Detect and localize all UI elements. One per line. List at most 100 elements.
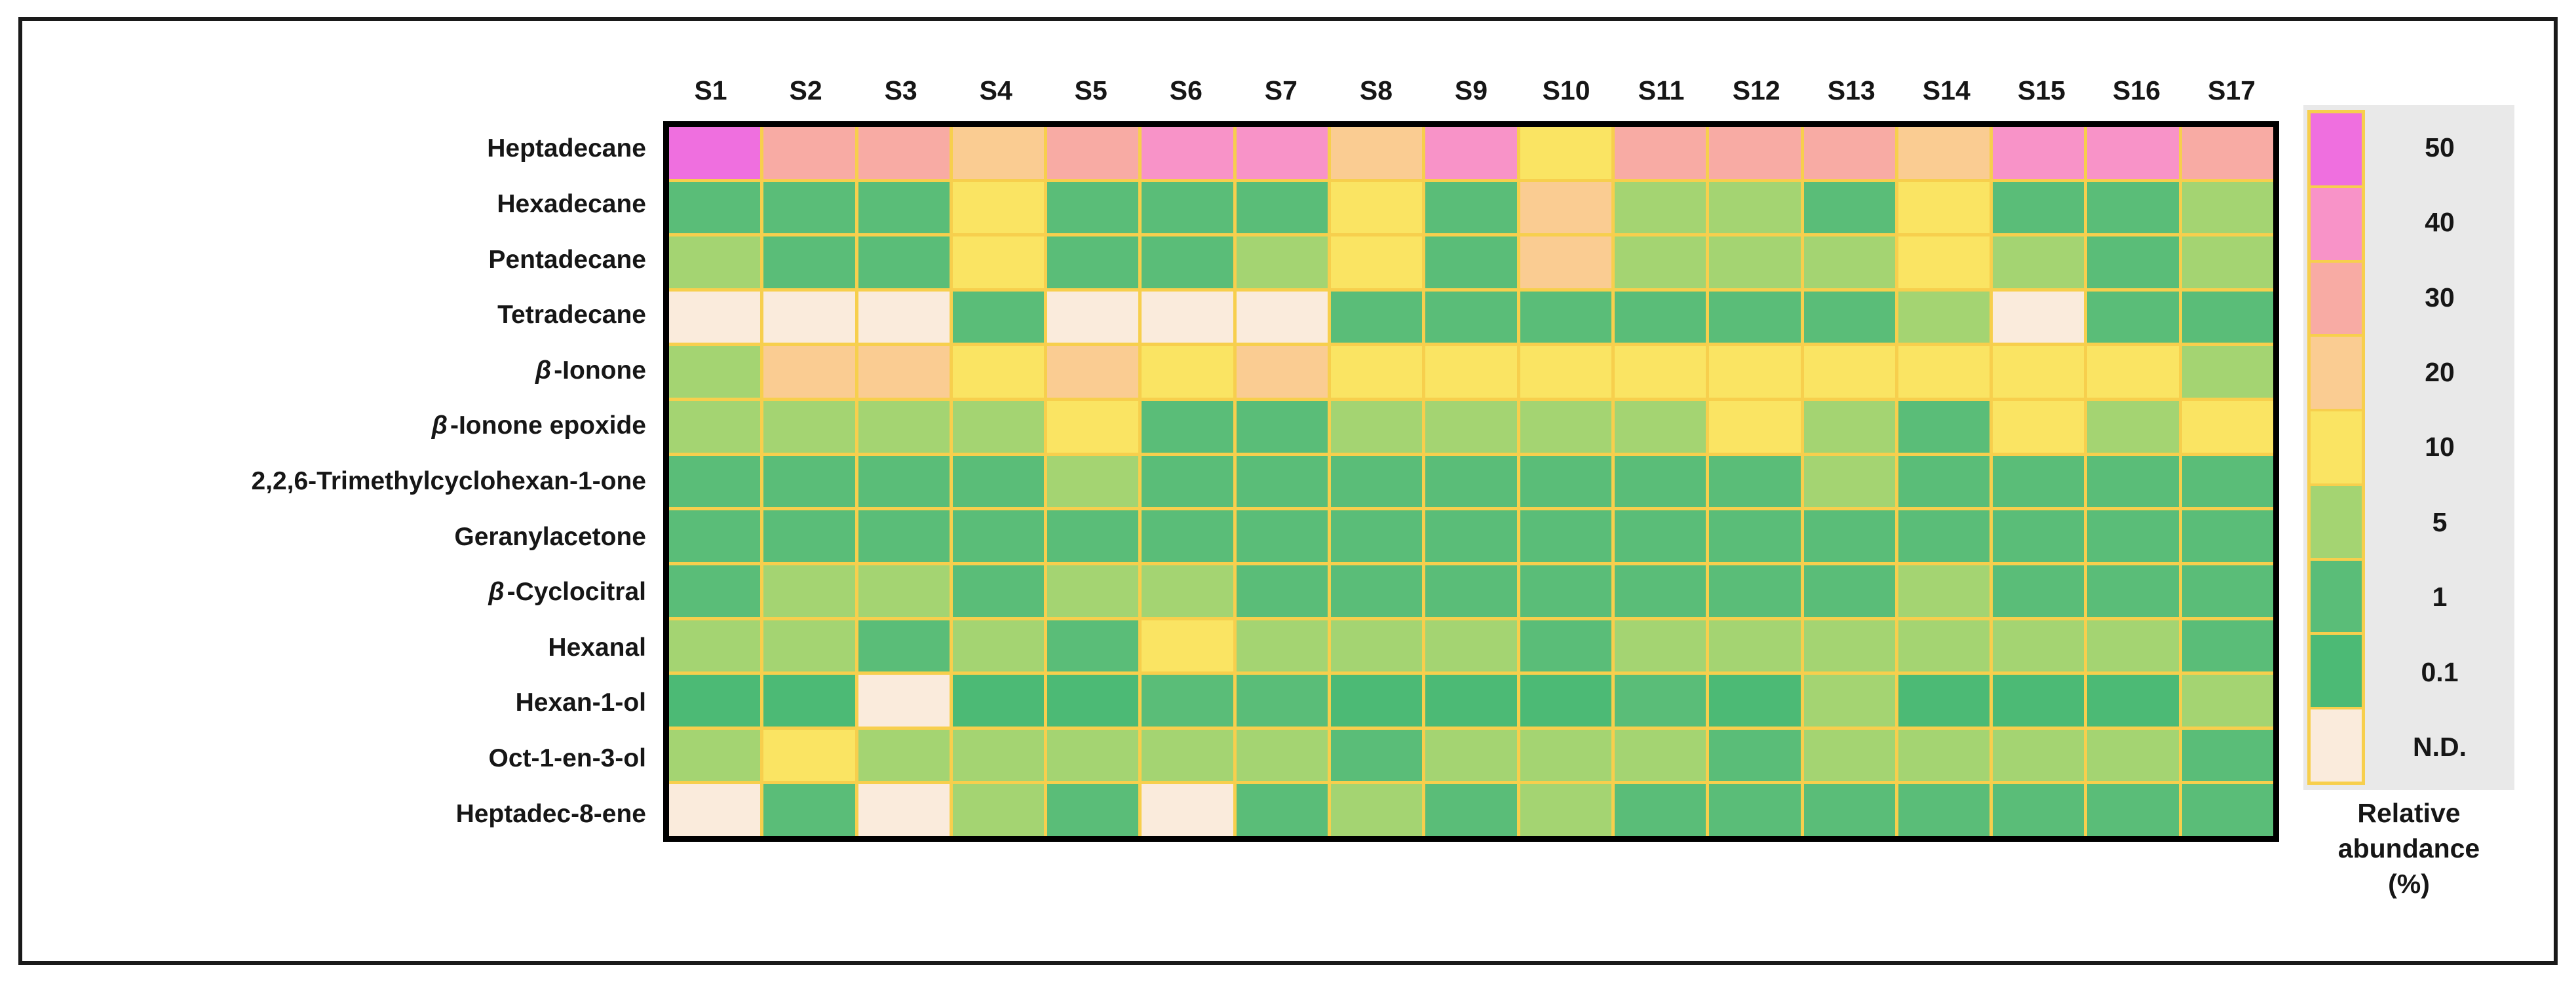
legend-label: 0.1	[2421, 656, 2459, 687]
heatmap-cell	[2182, 401, 2273, 453]
row-labels: Heptadecane Hexadecane Pentadecane Tetradec…	[39, 121, 655, 842]
heatmap-cell	[952, 181, 1045, 234]
heatmap-cell	[1047, 346, 1139, 398]
heatmap-cell	[669, 675, 761, 727]
heatmap-cell	[763, 565, 855, 617]
column-label: S6	[1169, 75, 1202, 105]
heatmap-cell	[1425, 236, 1517, 288]
heatmap-cell	[1236, 784, 1328, 836]
column-label: S7	[1264, 75, 1298, 105]
legend-label: N.D.	[2413, 732, 2467, 763]
heatmap-cell	[1993, 455, 2085, 508]
row-label: Heptadecane	[487, 134, 646, 163]
heatmap-cell	[952, 565, 1045, 617]
heatmap-cell	[1803, 236, 1895, 288]
column-label: S17	[2207, 75, 2256, 105]
heatmap-cell	[2087, 127, 2179, 179]
heatmap-cell	[1520, 455, 1611, 508]
heatmap-cell	[2182, 510, 2273, 562]
heatmap-cell	[1709, 455, 1801, 508]
heatmap-cell	[1709, 401, 1801, 453]
legend-title: Relative abundance (%)	[2337, 798, 2480, 899]
heatmap-cell	[1520, 784, 1611, 836]
heatmap-cell	[1614, 565, 1706, 617]
column-label: S9	[1454, 75, 1488, 105]
heatmap-cell	[1993, 236, 2085, 288]
heatmap-cell	[858, 127, 950, 179]
heatmap-cell	[1614, 675, 1706, 727]
column-label: S3	[884, 75, 917, 105]
heatmap-cell	[763, 181, 855, 234]
heatmap-cell	[2087, 401, 2179, 453]
row-label: Oct-1-en-3-ol	[488, 744, 646, 773]
heatmap-cell	[1614, 784, 1706, 836]
heatmap-cell	[2182, 236, 2273, 288]
heatmap-cell	[669, 784, 761, 836]
legend-label: 5	[2432, 506, 2448, 537]
column-label: S15	[2017, 75, 2066, 105]
legend-swatch	[2311, 337, 2362, 409]
heatmap-cell	[1898, 510, 1990, 562]
column-label: S8	[1359, 75, 1393, 105]
row-label: Pentadecane	[488, 245, 646, 274]
heatmap-cell	[858, 401, 950, 453]
heatmap-cell	[1993, 181, 2085, 234]
heatmap-cell	[1236, 127, 1328, 179]
column-labels: S1 S2 S3 S4 S5 S6 S7 S8 S9 S10 S11 S12 S13 S14 S15 S16 S…	[663, 63, 2279, 110]
heatmap-cell	[1047, 675, 1139, 727]
heatmap-cell	[1142, 346, 1233, 398]
heatmap-cell	[1331, 510, 1423, 562]
legend-swatch-column	[2307, 110, 2365, 785]
heatmap-cell	[1803, 291, 1895, 343]
heatmap-cell	[1709, 729, 1801, 782]
heatmap-cell	[763, 620, 855, 672]
heatmap-cell	[1709, 291, 1801, 343]
heatmap-cell	[1898, 346, 1990, 398]
heatmap-cell	[1331, 181, 1423, 234]
heatmap-cell	[1803, 510, 1895, 562]
heatmap-cell	[1614, 291, 1706, 343]
heatmap-cell	[1047, 401, 1139, 453]
heatmap-cell	[858, 675, 950, 727]
heatmap-cell	[1520, 346, 1611, 398]
heatmap-cell	[1993, 127, 2085, 179]
heatmap-cell	[1993, 565, 2085, 617]
heatmap-cell	[1803, 455, 1895, 508]
legend-label: 10	[2425, 432, 2455, 463]
heatmap-cell	[1898, 565, 1990, 617]
legend-swatch	[2311, 262, 2362, 335]
heatmap-cell	[2182, 127, 2273, 179]
heatmap-cell	[1993, 510, 2085, 562]
heatmap-cell	[1803, 620, 1895, 672]
heatmap-cell	[1709, 565, 1801, 617]
heatmap-cell	[858, 784, 950, 836]
heatmap-cell	[1142, 455, 1233, 508]
heatmap-cell	[1047, 181, 1139, 234]
legend-label: 1	[2432, 582, 2448, 613]
legend-label: 30	[2425, 282, 2455, 312]
heatmap-cell	[1803, 784, 1895, 836]
heatmap-cell	[952, 401, 1045, 453]
heatmap-cell	[1047, 455, 1139, 508]
heatmap-cell	[952, 675, 1045, 727]
heatmap-cell	[669, 236, 761, 288]
heatmap-cell	[2087, 346, 2179, 398]
heatmap-cell	[1236, 181, 1328, 234]
heatmap-cell	[1047, 620, 1139, 672]
heatmap-cell	[1898, 620, 1990, 672]
heatmap-cell	[1331, 455, 1423, 508]
row-label: β -Cyclocitral	[488, 578, 646, 607]
heatmap-cell	[1803, 181, 1895, 234]
heatmap-cell	[1425, 565, 1517, 617]
heatmap-cell	[1331, 291, 1423, 343]
heatmap-cell	[1331, 784, 1423, 836]
heatmap-cell	[763, 291, 855, 343]
heatmap-cell	[2087, 675, 2179, 727]
heatmap-plot	[663, 121, 2279, 842]
heatmap-cell	[1709, 510, 1801, 562]
heatmap-cell	[1520, 565, 1611, 617]
heatmap-cell	[1993, 401, 2085, 453]
heatmap-cell	[2087, 181, 2179, 234]
heatmap-cell	[2087, 236, 2179, 288]
heatmap-cell	[1898, 291, 1990, 343]
